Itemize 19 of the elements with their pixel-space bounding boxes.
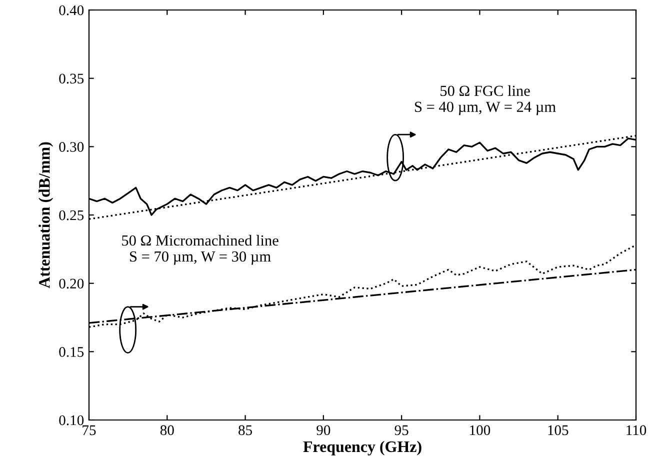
x-tick-label: 90: [316, 425, 330, 436]
annotation: 50 Ω Micromachined line S = 70 µm, W = 30 µm: [122, 234, 278, 265]
y-tick-label: 0.10: [59, 415, 84, 426]
x-tick-label: 110: [626, 425, 646, 436]
y-tick-label: 0.30: [59, 142, 84, 152]
y-tick-label: 0.20: [59, 278, 84, 289]
y-tick-label: 0.25: [59, 210, 84, 220]
x-tick-label: 100: [470, 425, 490, 436]
x-tick-label: 85: [238, 425, 252, 436]
y-axis-title: Attenuation (dB/mm): [38, 142, 54, 288]
y-tick-label: 0.15: [59, 347, 84, 357]
x-tick-label: 80: [160, 425, 174, 436]
y-tick-label: 0.35: [59, 74, 84, 84]
x-tick-label: 95: [394, 425, 408, 436]
y-tick-label: 0.40: [59, 5, 84, 16]
x-axis-title: Frequency (GHz): [303, 440, 422, 456]
annotation: 50 Ω FGC line S = 40 µm, W = 24 µm: [415, 85, 556, 116]
x-tick-label: 75: [82, 425, 96, 436]
x-tick-label: 105: [548, 425, 568, 436]
